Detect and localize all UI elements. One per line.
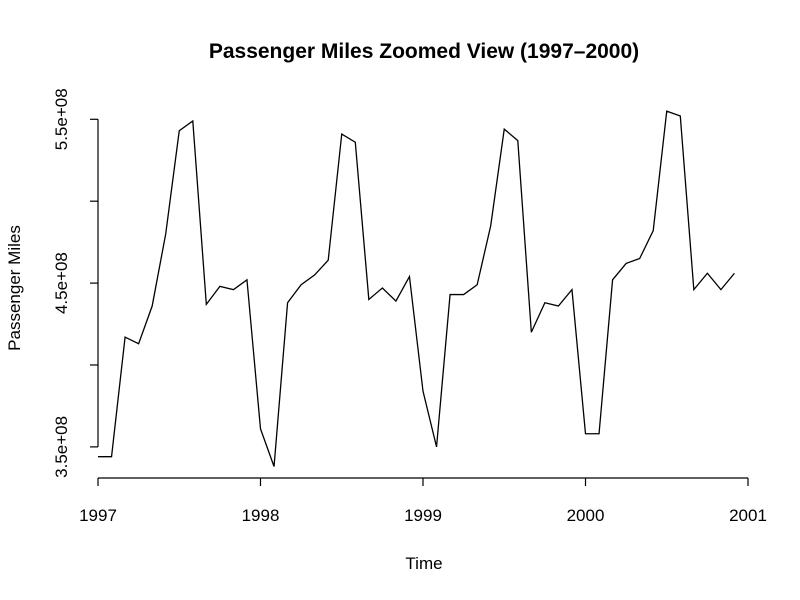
x-axis: 1997 1998 1999 2000 2001 — [79, 477, 767, 525]
x-tick-label: 1997 — [79, 506, 117, 525]
series-layer — [98, 110, 735, 467]
x-axis-label: Time — [405, 554, 442, 573]
x-tick-label: 2001 — [729, 506, 767, 525]
x-tick-label: 2000 — [567, 506, 605, 525]
y-axis-label: Passenger Miles — [5, 225, 24, 351]
x-tick-label: 1999 — [404, 506, 442, 525]
chart-title: Passenger Miles Zoomed View (1997–2000) — [209, 40, 639, 63]
y-axis: 3.5e+08 4.5e+08 5.5e+08 — [52, 88, 99, 478]
y-tick-label: 3.5e+08 — [52, 416, 71, 478]
x-tick-label: 1998 — [242, 506, 280, 525]
series-line — [98, 110, 735, 467]
y-tick-label: 4.5e+08 — [52, 252, 71, 314]
y-tick-label: 5.5e+08 — [52, 88, 71, 150]
